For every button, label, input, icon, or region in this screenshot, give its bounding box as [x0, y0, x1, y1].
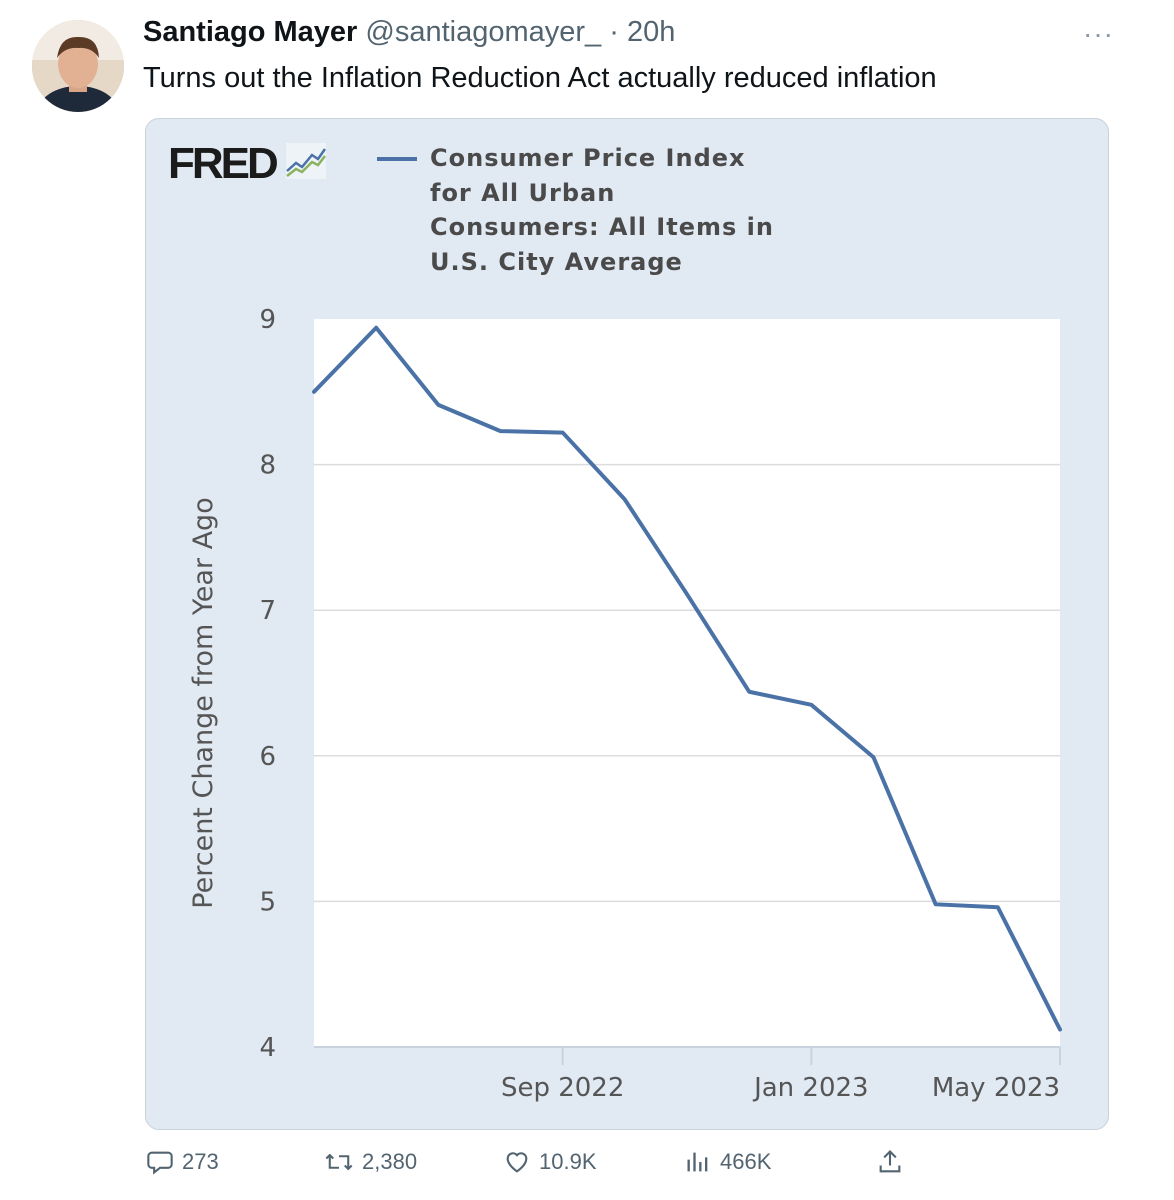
- like-button[interactable]: 10.9K: [503, 1148, 597, 1176]
- fred-logo-text: FRED: [168, 139, 279, 188]
- views-button[interactable]: 466K: [684, 1148, 771, 1176]
- fred-chart-icon: [286, 143, 327, 179]
- y-axis-label: Percent Change from Year Ago: [188, 497, 219, 908]
- views-icon: [687, 1152, 708, 1172]
- legend-line-4: U.S. City Average: [430, 247, 683, 276]
- tweet-text: Turns out the Inflation Reduction Act ac…: [143, 62, 937, 94]
- views-count: 466K: [720, 1149, 772, 1174]
- share-button[interactable]: [876, 1148, 912, 1176]
- tweet-action-bar: 273 2,380 10.9K 466K: [0, 1148, 1174, 1188]
- tweet-header: Santiago Mayer @santiagomayer_ · 20h: [143, 16, 675, 49]
- timestamp[interactable]: 20h: [626, 16, 676, 48]
- share-icon: [879, 1150, 901, 1173]
- more-options-icon[interactable]: ···: [1083, 18, 1114, 49]
- retweet-count: 2,380: [362, 1149, 418, 1174]
- x-tick-label: May 2023: [932, 1073, 1060, 1103]
- y-tick-label: 7: [259, 596, 276, 626]
- reply-icon: [147, 1151, 173, 1175]
- avatar[interactable]: [32, 20, 124, 112]
- y-tick-label: 8: [259, 451, 276, 481]
- x-tick-label: Jan 2023: [752, 1073, 869, 1103]
- retweet-button[interactable]: 2,380: [324, 1148, 417, 1176]
- y-tick-label: 6: [259, 742, 276, 772]
- cpi-line-chart: 4 5 6 7 8 9 Sep 2022 Jan 2023 May 2023 Percent Ch…: [188, 305, 1062, 1103]
- legend-swatch: [377, 157, 417, 161]
- author-name[interactable]: Santiago Mayer: [143, 16, 358, 48]
- legend-line-3: Consumers: All Items in: [430, 213, 774, 241]
- plot-area: [314, 319, 1060, 1047]
- like-count: 10.9K: [539, 1149, 597, 1174]
- fred-logo: FRED: [168, 141, 328, 187]
- y-tick-label: 4: [259, 1033, 276, 1063]
- reply-button[interactable]: 273: [146, 1148, 219, 1176]
- time-separator: ·: [609, 16, 619, 48]
- legend-label: Consumer Price Index for All Urban Consu…: [430, 141, 790, 279]
- chart-image-card[interactable]: FRED Consumer Price Index for All Urban …: [145, 118, 1109, 1130]
- retweet-icon: [325, 1153, 353, 1171]
- reply-count: 273: [182, 1149, 219, 1174]
- x-tick-label: Sep 2022: [501, 1073, 624, 1103]
- legend-line-1: Consumer Price Index: [430, 144, 746, 172]
- y-tick-label: 5: [259, 887, 276, 917]
- heart-icon: [506, 1152, 528, 1173]
- author-handle[interactable]: @santiagomayer_: [365, 16, 602, 48]
- legend-line-2: for All Urban: [430, 178, 616, 207]
- y-tick-label: 9: [259, 305, 276, 335]
